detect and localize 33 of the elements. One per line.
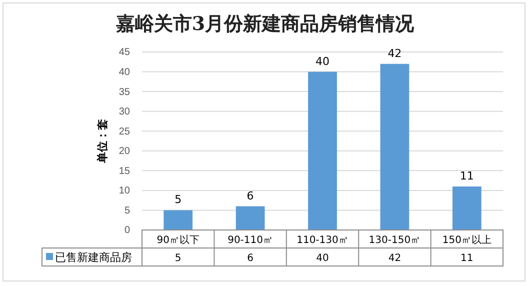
data-label: 5 [174, 253, 182, 264]
x-tick-label: 110-130㎡ [296, 235, 348, 246]
x-tick-label: 90㎡以下 [156, 234, 200, 246]
data-label: 6 [247, 253, 254, 264]
bar [380, 64, 410, 230]
y-tick-label: 15 [118, 166, 130, 177]
x-tick-label: 90-110㎡ [228, 235, 274, 246]
bar [236, 206, 265, 230]
y-tick-label: 0 [124, 225, 130, 236]
y-tick-label: 45 [118, 47, 130, 58]
x-tick-label: 150㎡以上 [442, 234, 492, 246]
y-tick-label: 35 [118, 86, 130, 98]
legend-label: 已售新建商品房 [55, 251, 132, 264]
data-label: 40 [316, 253, 329, 264]
chart-title: 嘉峪关市3月份新建商品房销售情况 [116, 13, 416, 35]
y-tick-label: 20 [118, 146, 130, 158]
y-tick-label: 25 [118, 126, 130, 138]
data-label: 42 [388, 253, 402, 264]
y-tick-label: 40 [118, 66, 130, 78]
annotation: 42 [388, 46, 402, 60]
y-tick-label: 10 [118, 186, 130, 197]
y-axis-title: 单位：套 [96, 119, 109, 164]
y-tick-label: 5 [124, 205, 130, 216]
annotation: 11 [460, 169, 474, 182]
data-label: 11 [460, 253, 474, 264]
y-tick-label: 30 [118, 106, 130, 118]
x-tick-label: 130-150㎡ [368, 235, 421, 246]
annotation: 6 [246, 189, 254, 202]
annotation: 5 [174, 193, 182, 206]
bar [308, 72, 337, 230]
bar [452, 186, 482, 230]
annotation: 40 [316, 54, 330, 68]
bar [164, 210, 193, 230]
